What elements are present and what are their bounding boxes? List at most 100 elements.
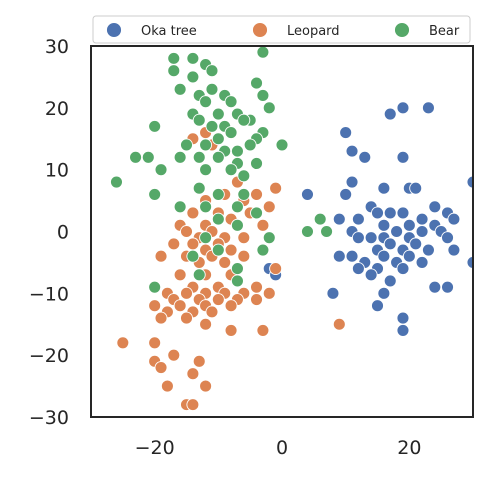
point-oka-tree (345, 144, 359, 158)
point-oka-tree (377, 218, 391, 232)
point-leopard (167, 237, 181, 251)
point-leopard (211, 293, 225, 306)
point-oka-tree (441, 231, 454, 245)
legend-label: Bear (429, 24, 460, 39)
point-bear (205, 119, 219, 133)
point-bear (173, 150, 187, 164)
point-bear (237, 187, 251, 201)
point-leopard (148, 336, 162, 350)
point-bear (211, 212, 225, 226)
point-leopard (262, 200, 276, 214)
point-bear (256, 46, 270, 59)
point-leopard (250, 293, 263, 306)
y-tick-label: 0 (57, 222, 69, 244)
point-oka-tree (345, 175, 359, 189)
point-bear (205, 82, 219, 96)
point-bear (211, 107, 225, 121)
point-bear (129, 150, 143, 164)
point-leopard (237, 231, 251, 245)
point-oka-tree (409, 181, 423, 195)
point-leopard (154, 249, 168, 263)
x-tick-label: −20 (135, 437, 175, 459)
point-oka-tree (377, 249, 391, 263)
point-bear (141, 150, 155, 164)
point-bear (243, 138, 257, 152)
point-oka-tree (447, 243, 461, 257)
point-bear (224, 126, 238, 140)
point-bear (192, 113, 206, 127)
point-oka-tree (364, 268, 378, 282)
point-leopard (180, 311, 193, 325)
point-leopard (199, 379, 213, 393)
point-bear (230, 144, 244, 158)
point-bear (148, 119, 162, 133)
point-bear (250, 76, 263, 90)
point-bear (110, 175, 123, 189)
point-bear (320, 225, 334, 238)
x-tick-label: 0 (276, 437, 288, 459)
point-oka-tree (377, 181, 391, 195)
point-bear (199, 95, 213, 109)
point-bear (211, 243, 225, 257)
points-layer (110, 46, 473, 412)
point-leopard (186, 367, 200, 381)
plot-frame (90, 45, 474, 418)
legend-box (92, 15, 471, 44)
point-oka-tree (421, 101, 435, 115)
legend-marker (106, 22, 122, 38)
point-bear (230, 274, 244, 288)
point-leopard (224, 299, 238, 313)
point-leopard (218, 255, 232, 269)
point-oka-tree (421, 243, 435, 257)
point-leopard (154, 361, 168, 374)
point-leopard (262, 286, 276, 300)
x-tick-label: 20 (397, 437, 421, 459)
point-oka-tree (383, 237, 397, 251)
point-oka-tree (396, 150, 410, 164)
point-bear (237, 169, 251, 183)
point-bear (275, 138, 289, 152)
point-oka-tree (390, 225, 404, 238)
y-tick-label: 20 (45, 98, 69, 120)
point-oka-tree (383, 274, 397, 288)
point-bear (199, 163, 213, 177)
point-leopard (250, 280, 263, 294)
point-bear (301, 225, 314, 238)
point-oka-tree (364, 231, 378, 245)
point-oka-tree (301, 187, 314, 201)
point-leopard (205, 305, 219, 319)
point-oka-tree (332, 249, 346, 263)
point-leopard (224, 323, 238, 337)
point-leopard (148, 299, 162, 313)
point-bear (167, 64, 181, 78)
point-bear (224, 163, 238, 177)
point-oka-tree (351, 212, 365, 226)
point-bear (211, 132, 225, 146)
point-oka-tree (402, 249, 416, 263)
point-bear (250, 157, 263, 170)
point-bear (180, 138, 193, 152)
point-oka-tree (326, 286, 340, 300)
legend-label: Oka tree (141, 24, 197, 39)
point-bear (173, 82, 187, 96)
point-oka-tree (383, 107, 397, 121)
y-tick-label: −20 (29, 345, 69, 367)
point-leopard (154, 311, 168, 325)
point-leopard (269, 262, 283, 276)
point-bear (173, 200, 187, 214)
point-oka-tree (409, 237, 423, 251)
point-bear (199, 231, 213, 245)
point-oka-tree (447, 212, 461, 226)
point-bear (230, 218, 244, 232)
point-bear (192, 150, 206, 164)
point-bear (262, 231, 276, 245)
point-leopard (256, 323, 270, 337)
point-leopard (160, 379, 174, 393)
point-oka-tree (383, 206, 397, 220)
point-bear (237, 113, 251, 127)
point-oka-tree (415, 225, 429, 238)
point-bear (192, 181, 206, 195)
point-oka-tree (345, 249, 359, 263)
point-bear (313, 212, 327, 226)
